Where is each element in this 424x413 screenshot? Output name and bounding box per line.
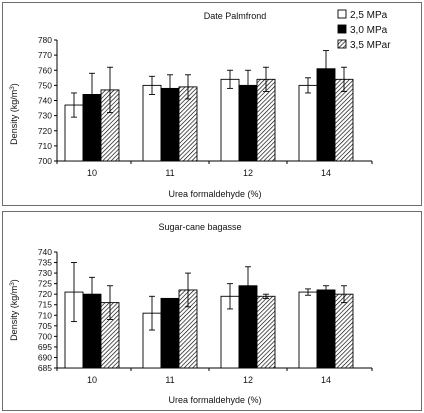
chart-title: Date Palmfrond [204,11,267,21]
y-axis-title-text: Density (kg/m [9,90,19,145]
y-tick-label: 760 [38,65,52,75]
legend-swatch [337,9,347,19]
panel-sugar-cane-bagasse: Sugar-cane bagasse Density (kg/m3) Urea … [2,211,422,411]
y-tick-label: 685 [38,363,52,373]
bars [64,50,354,162]
legend-swatch [337,24,347,34]
y-tick-label: 730 [38,111,52,121]
chart-title: Sugar-cane bagasse [158,222,241,232]
panel-date-palmfrond: Date Palmfrond Density (kg/m3) Urea form… [2,2,422,206]
y-tick-label: 715 [38,300,52,310]
y-axis-title-close: ) [9,83,19,86]
bar [298,84,318,162]
y-tick-label: 735 [38,258,52,268]
y-tick-label: 720 [38,289,52,299]
bars [64,262,354,369]
y-axis-title-sup: 3 [9,282,16,286]
y-axis-title-close: ) [9,279,19,282]
bar [316,289,336,369]
y-axis-title-sup: 3 [9,86,16,90]
y-axis-title-text: Density (kg/m [9,286,19,341]
y-tick-label: 725 [38,279,52,289]
x-tick-label: 11 [165,375,174,385]
y-tick-label: 740 [38,96,52,106]
x-tick-label: 11 [165,168,174,178]
y-tick-label: 720 [38,126,52,136]
bar [220,78,240,162]
x-tick-label: 12 [243,168,253,178]
y-tick-label: 750 [38,80,52,90]
x-tick-label: 12 [243,375,253,385]
legend-swatch [337,39,347,49]
y-tick-label: 690 [38,352,52,362]
x-tick-label: 10 [87,375,97,385]
y-tick-label: 730 [38,268,52,278]
legend-label: 2,5 MPa [350,10,388,21]
x-tick-label: 10 [87,168,97,178]
y-tick-label: 740 [38,247,52,257]
x-axis-title: Urea formaldehyde (%) [168,395,261,405]
svg-text:Density (kg/m3): Density (kg/m3) [9,83,20,145]
y-tick-label: 695 [38,342,52,352]
x-tick-label: 14 [321,168,331,178]
legend: 2,5 MPa 3,0 MPa 3,5 MPar [337,9,391,51]
x-tick-label: 14 [321,375,331,385]
y-axis-title: Density (kg/m3) [9,279,20,341]
x-axis: 10 11 12 14 [56,368,373,385]
y-tick-label: 710 [38,141,52,151]
bar [334,293,354,369]
y-tick-label: 705 [38,321,52,331]
y-tick-label: 710 [38,310,52,320]
legend-label: 3,0 MPa [350,25,388,36]
legend-label: 3,5 MPar [350,40,391,51]
bar [160,297,180,369]
svg-text:Density (kg/m3): Density (kg/m3) [9,279,20,341]
y-axis-title: Density (kg/m3) [9,83,20,145]
bar [142,84,162,162]
bar [256,295,276,369]
x-axis: 10 11 12 14 [56,161,373,178]
x-axis-title: Urea formaldehyde (%) [168,189,261,199]
y-tick-label: 770 [38,50,52,60]
y-tick-label: 780 [38,35,52,45]
y-tick-label: 700 [38,156,52,166]
y-tick-label: 700 [38,331,52,341]
bar [298,291,318,369]
